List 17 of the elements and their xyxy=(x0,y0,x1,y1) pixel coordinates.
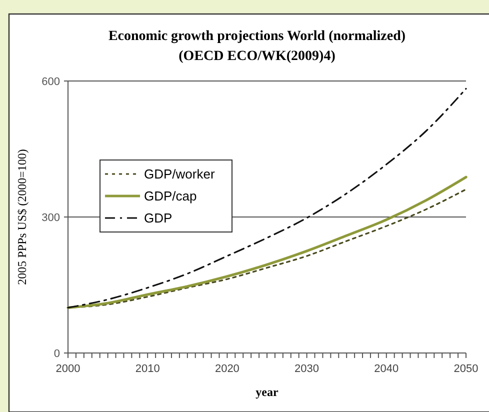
x-tick-label: 2020 xyxy=(214,363,240,375)
x-tick-label: 2040 xyxy=(374,363,399,375)
legend-label: GDP/cap xyxy=(144,188,197,204)
x-tick-label: 2010 xyxy=(135,363,160,375)
x-tick-label: 2030 xyxy=(294,363,320,375)
x-tick-label: 2050 xyxy=(454,363,478,375)
y-tick-label: 300 xyxy=(42,212,60,224)
x-axis-title: year xyxy=(256,385,279,399)
chart-title: Economic growth projections World (normalized) xyxy=(108,29,406,44)
chart-subtitle: (OECD ECO/WK(2009)4) xyxy=(178,49,336,64)
y-tick-label: 0 xyxy=(54,348,60,360)
line-series xyxy=(67,88,467,308)
y-tick-label: 600 xyxy=(42,76,60,88)
legend-label: GDP/worker xyxy=(144,166,216,182)
x-tick-label: 2000 xyxy=(56,363,80,375)
legend-label: GDP xyxy=(144,210,172,226)
y-axis-title: 2005 PPPs US$ (2000=100) xyxy=(15,149,29,285)
